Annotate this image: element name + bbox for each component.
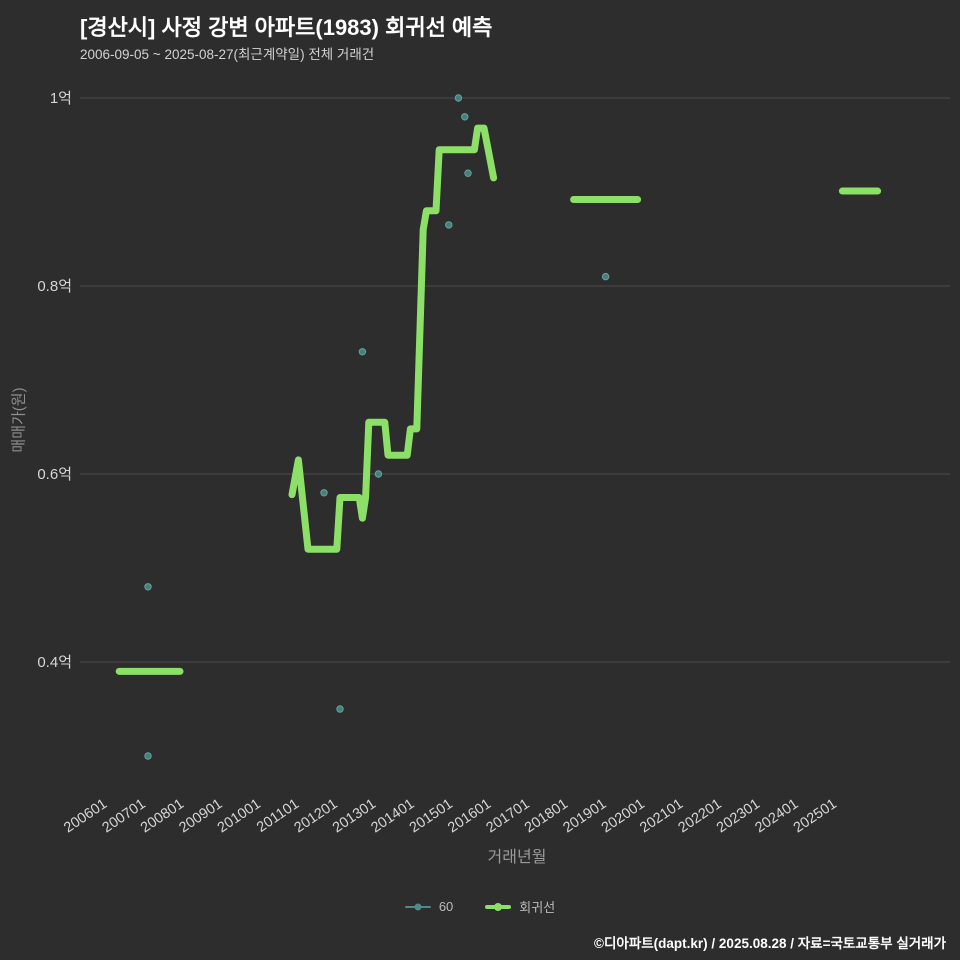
x-tick-label: 202201 [676, 796, 725, 836]
x-tick-label: 200601 [61, 796, 110, 836]
regression-dot-icon [494, 902, 503, 911]
series-60-marker-icon [404, 901, 431, 913]
x-tick-label: 201001 [215, 796, 264, 836]
x-tick-label: 201901 [560, 796, 609, 836]
scatter-point [336, 705, 344, 713]
x-tick-label: 202001 [599, 796, 648, 836]
regression-marker-icon [485, 901, 512, 913]
x-tick-label: 201501 [407, 796, 456, 836]
x-tick-label: 200701 [100, 796, 149, 836]
scatter-point [144, 583, 152, 591]
legend-item-regression[interactable]: 회귀선 [485, 897, 555, 916]
x-axis-title: 거래년월 [487, 849, 547, 866]
price-chart: 1억0.8억0.6억0.4억20060120070120080120090120… [37, 90, 950, 836]
scatter-point [374, 470, 383, 478]
scatter-point [601, 272, 610, 281]
page-title: [경산시] 사정 강변 아파트(1983) 회귀선 예측 [80, 15, 493, 40]
y-tick-label: 0.4억 [37, 654, 72, 671]
chart-subtitle: 2006-09-05 ~ 2025-08-27(최근계약일) 전체 거래건 [80, 47, 375, 62]
scatter-point [464, 169, 472, 177]
regression-line-segment [288, 124, 498, 553]
scatter-point [454, 94, 463, 102]
x-tick-label: 202101 [637, 796, 686, 836]
x-tick-label: 201601 [445, 796, 494, 836]
x-tick-label: 201701 [484, 796, 533, 836]
y-axis-title: 매매가(원) [10, 387, 28, 453]
x-tick-label: 200901 [176, 796, 225, 836]
series-60-dot-icon [414, 903, 422, 910]
x-tick-label: 202501 [791, 796, 840, 836]
legend-item-60[interactable]: 60 [404, 899, 454, 914]
x-tick-label: 201301 [330, 796, 379, 836]
x-tick-label: 202401 [752, 796, 801, 836]
scatter-point [358, 348, 367, 356]
y-tick-label: 0.6억 [37, 466, 72, 483]
x-tick-label: 201201 [292, 796, 341, 836]
copyright-credit: ©디아파트(dapt.kr) / 2025.08.28 / 자료=국토교통부 실… [594, 936, 946, 951]
x-tick-label: 202301 [714, 796, 763, 836]
scatter-point [461, 113, 469, 121]
x-tick-label: 201801 [522, 796, 571, 836]
scatter-point [445, 221, 453, 229]
y-tick-label: 1억 [50, 90, 72, 107]
legend-label-60: 60 [438, 899, 454, 914]
x-tick-label: 200801 [138, 796, 187, 836]
legend-label-regression: 회귀선 [519, 900, 556, 915]
x-tick-label: 201401 [368, 796, 417, 836]
scatter-point [144, 752, 152, 760]
chart-legend: 60 회귀선 [0, 897, 960, 916]
scatter-point [320, 489, 328, 497]
y-tick-label: 0.8억 [37, 278, 72, 295]
